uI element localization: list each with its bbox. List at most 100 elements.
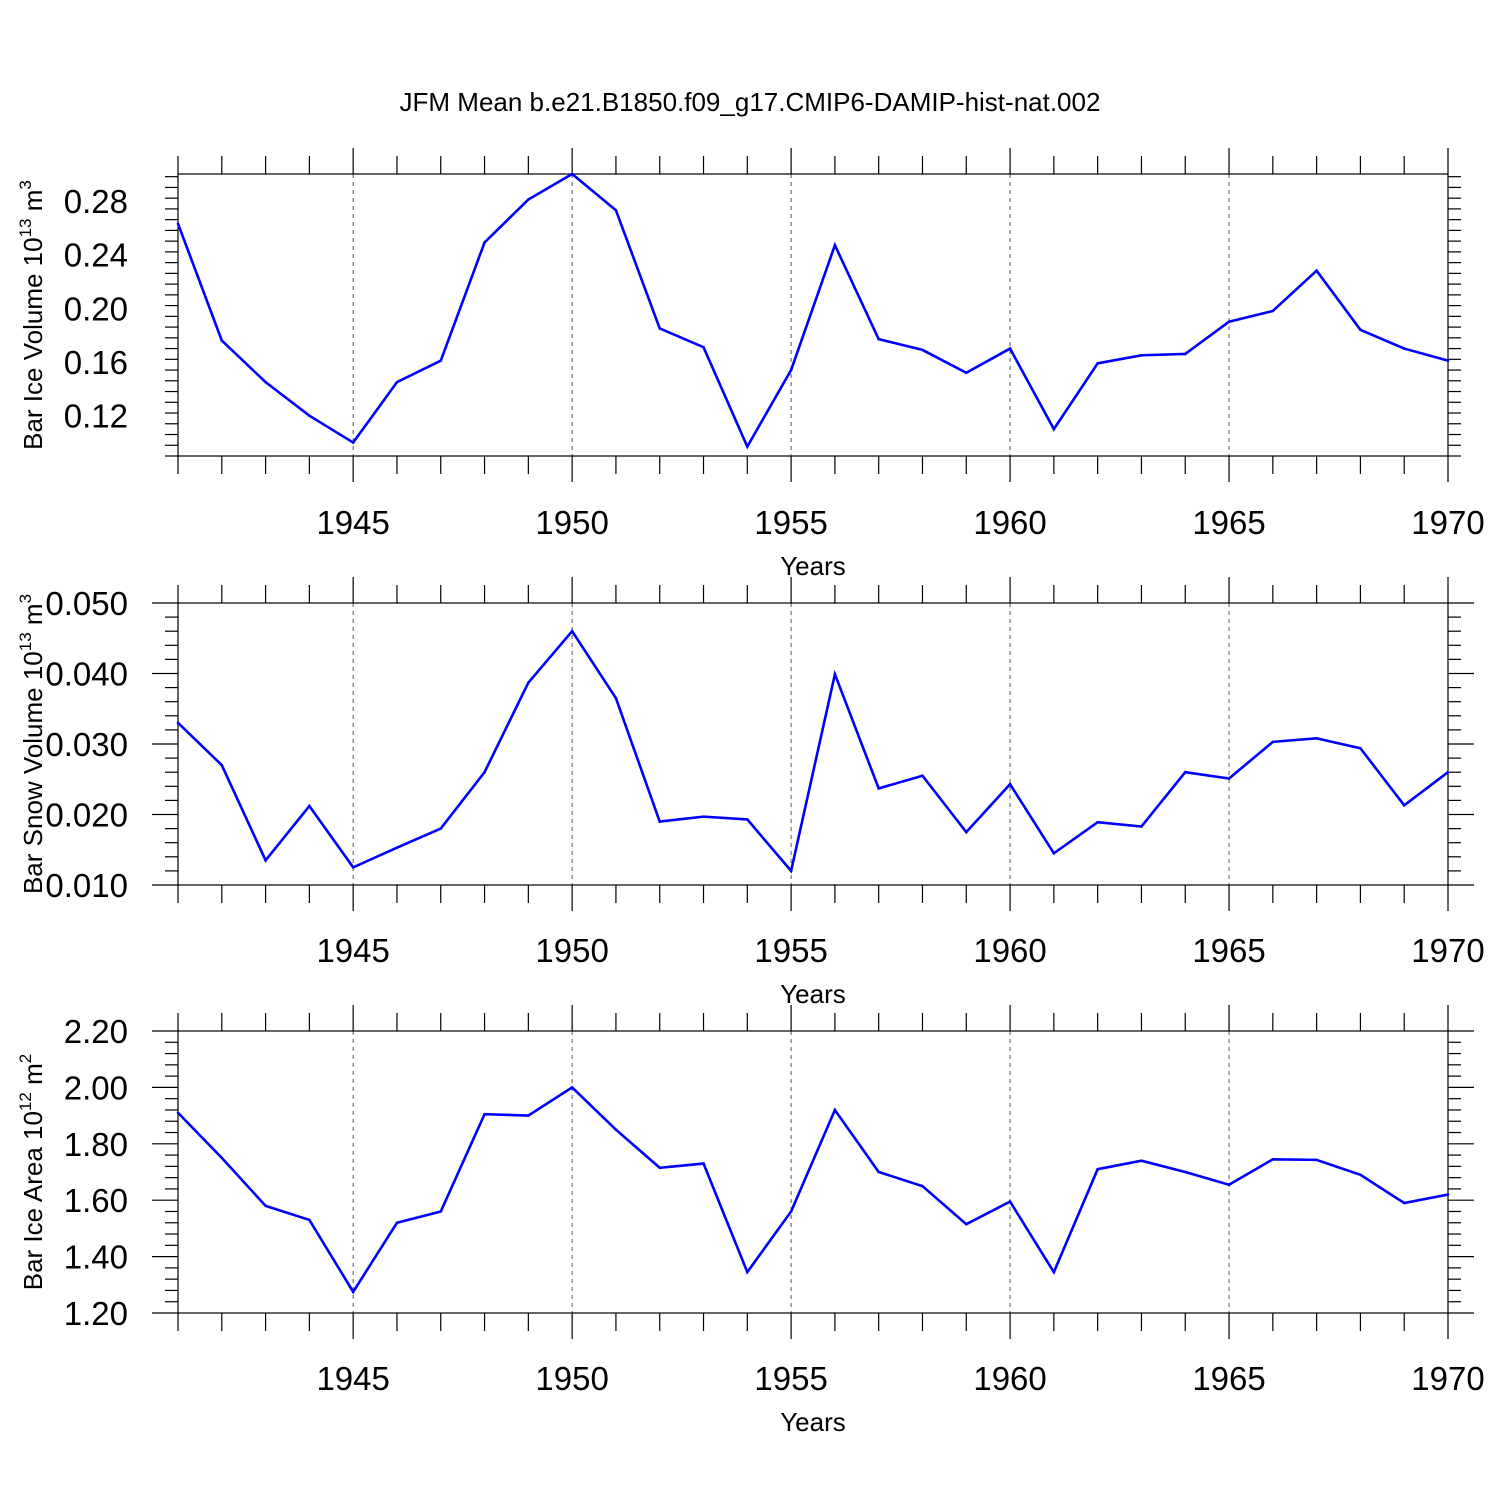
- data-point: [877, 337, 880, 341]
- data-point: [351, 866, 355, 869]
- data-point: [220, 1156, 224, 1160]
- data-point: [1096, 820, 1099, 824]
- x-tick-label: 1955: [754, 932, 827, 969]
- data-point: [658, 327, 662, 330]
- y-tick-label: 0.16: [64, 344, 128, 381]
- x-tick-label: 1970: [1411, 932, 1484, 969]
- y-axis-title-text: m: [18, 603, 48, 632]
- data-point: [527, 681, 530, 684]
- data-point: [527, 1114, 530, 1117]
- y-axis-title-text: m: [18, 190, 48, 219]
- series-line: [177, 629, 1449, 874]
- data-point: [1008, 782, 1012, 786]
- data-point: [1052, 1270, 1056, 1274]
- x-tick-label: 1960: [973, 1360, 1046, 1397]
- data-point: [351, 441, 355, 444]
- data-point: [1315, 269, 1318, 272]
- data-point: [308, 414, 311, 418]
- x-tick-label: 1950: [535, 1360, 608, 1397]
- data-point: [1446, 770, 1450, 774]
- y-axis-title-exponent: 2: [16, 1054, 35, 1063]
- y-tick-label: 0.030: [45, 726, 128, 763]
- data-point: [702, 345, 705, 349]
- plot-frame: [177, 1030, 1449, 1314]
- x-tick-label: 1960: [973, 504, 1046, 541]
- data-point: [1359, 746, 1362, 750]
- y-axis-title: Bar Ice Volume 1013 m3: [16, 180, 48, 450]
- plot-frame: [177, 602, 1449, 886]
- y-tick-label: 2.20: [64, 1013, 128, 1050]
- data-point: [264, 380, 267, 384]
- x-tick-label: 1955: [754, 504, 827, 541]
- y-axis-title-exponent: 13: [16, 632, 35, 651]
- y-axis-title-text: Bar Ice Volume 10: [18, 237, 48, 449]
- data-point: [614, 208, 618, 212]
- y-tick-label: 0.040: [45, 656, 128, 693]
- data-point: [395, 380, 399, 384]
- y-tick-label: 0.28: [64, 183, 128, 220]
- y-tick-label: 1.80: [64, 1126, 128, 1163]
- series-line: [176, 172, 1449, 450]
- data-point: [308, 1218, 311, 1222]
- x-axis-title: Years: [780, 1407, 846, 1437]
- data-point: [833, 243, 837, 247]
- data-point: [264, 1204, 267, 1208]
- data-point: [1359, 1173, 1362, 1177]
- data-point: [964, 830, 968, 834]
- data-point: [220, 339, 224, 342]
- y-tick-label: 2.00: [64, 1069, 128, 1106]
- data-point: [921, 348, 924, 352]
- x-tick-label: 1945: [316, 932, 389, 969]
- panel-3: 1.20 1.40 1.60 1.80 2.00 2.20 1945 1950 1955 1960…: [16, 1005, 1485, 1437]
- data-point: [1227, 320, 1231, 324]
- data-point: [614, 696, 618, 700]
- data-point: [1446, 359, 1450, 362]
- y-tick-label: 0.12: [64, 398, 128, 435]
- data-point: [1227, 777, 1231, 780]
- y-tick-label: 1.40: [64, 1239, 128, 1276]
- data-point: [439, 359, 443, 362]
- data-point: [483, 241, 486, 244]
- x-tick-label: 1970: [1411, 1360, 1484, 1397]
- data-point: [789, 368, 793, 372]
- data-point: [1052, 427, 1056, 431]
- y-tick-label: 0.050: [45, 585, 128, 622]
- x-axis-title: Years: [780, 979, 846, 1009]
- data-point: [483, 1112, 486, 1116]
- y-axis-title-exponent: 3: [16, 594, 35, 603]
- data-point: [1315, 1158, 1318, 1162]
- data-point: [746, 445, 749, 448]
- data-point: [1140, 353, 1143, 357]
- y-tick-label: 1.60: [64, 1182, 128, 1219]
- data-point: [1446, 1193, 1450, 1196]
- data-point: [1140, 825, 1143, 828]
- y-axis-title-text: Bar Snow Volume 10: [18, 651, 48, 894]
- data-point: [877, 1170, 880, 1174]
- chart-title: JFM Mean b.e21.B1850.f09_g17.CMIP6-DAMIP…: [400, 87, 1101, 117]
- data-point: [1183, 352, 1187, 356]
- x-tick-label: 1965: [1192, 504, 1265, 541]
- panel-2: 0.010 0.020 0.030 0.040 0.050 1945 1950 1955 196…: [16, 577, 1485, 1009]
- y-tick-label: 0.020: [45, 797, 128, 834]
- plot-frame: [177, 173, 1449, 457]
- data-point: [264, 859, 267, 862]
- x-tick-label: 1970: [1411, 504, 1484, 541]
- data-point: [833, 1108, 837, 1112]
- data-point: [570, 172, 574, 176]
- y-tick-label: 0.24: [64, 237, 128, 274]
- data-point: [1227, 1183, 1231, 1186]
- data-point: [439, 827, 443, 830]
- y-axis-title-exponent: 3: [16, 180, 35, 189]
- x-tick-label: 1950: [535, 932, 608, 969]
- data-point: [921, 774, 924, 778]
- x-axis-title: Years: [780, 551, 846, 581]
- x-tick-label: 1945: [316, 1360, 389, 1397]
- data-point: [746, 1270, 749, 1274]
- panel-1: 0.12 0.16 0.20 0.24 0.28 1945 1950 1955 1960 1965…: [16, 148, 1485, 581]
- data-point: [1271, 1158, 1275, 1161]
- data-point: [1096, 362, 1099, 365]
- data-point: [176, 1111, 180, 1115]
- y-tick-label: 0.010: [45, 867, 128, 904]
- y-tick-label: 0.20: [64, 290, 128, 327]
- data-point: [964, 1222, 968, 1226]
